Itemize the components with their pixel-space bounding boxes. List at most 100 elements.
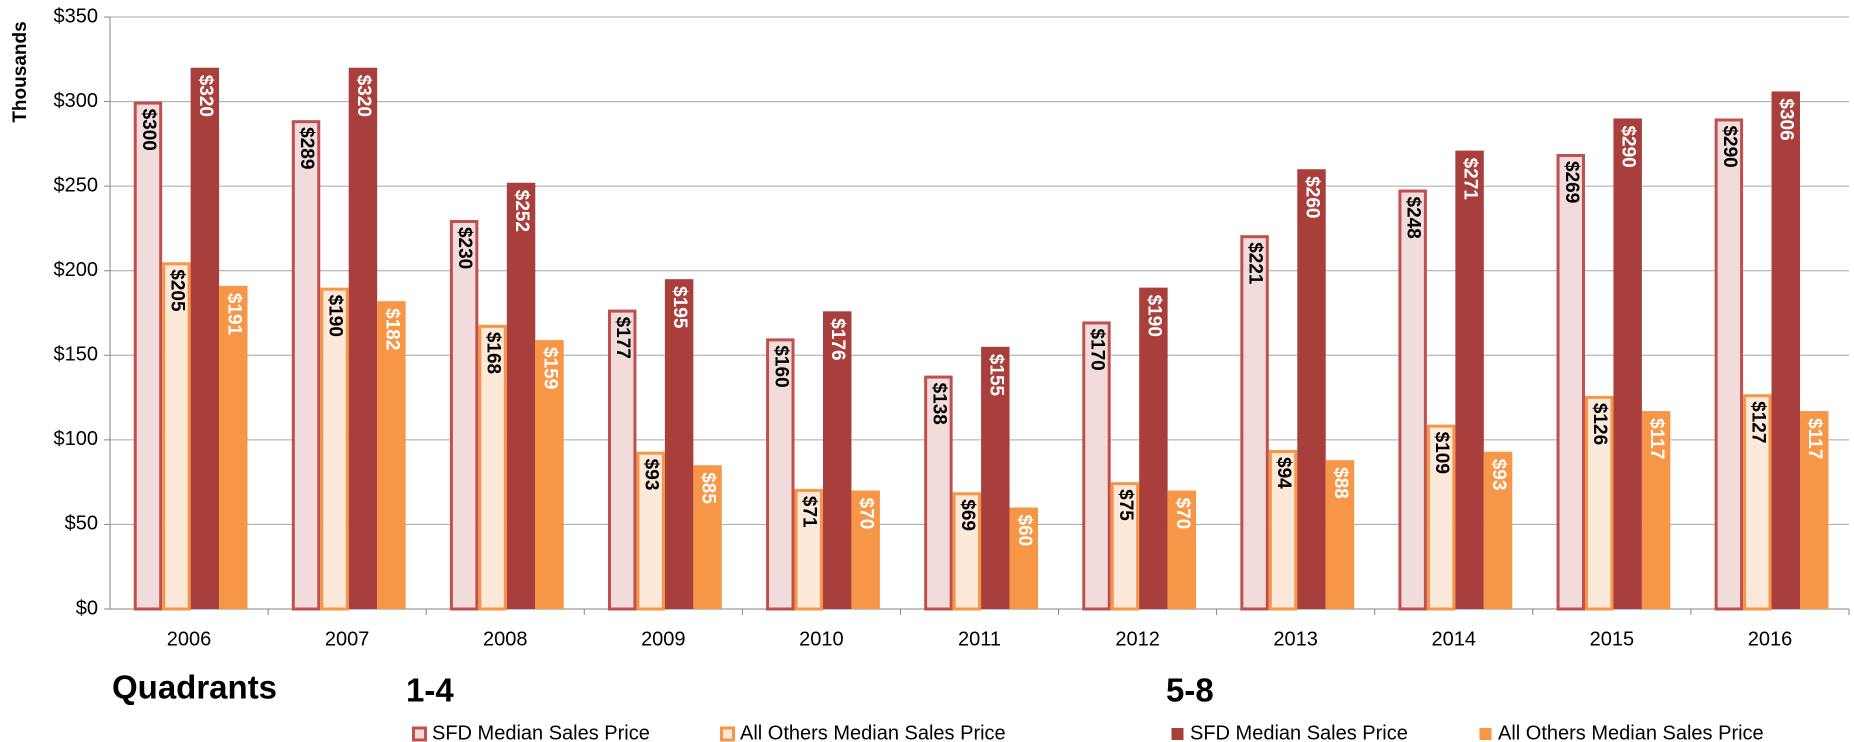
value-label: $320 <box>353 75 374 117</box>
value-label: $170 <box>1086 328 1107 370</box>
value-label: $190 <box>1143 295 1164 337</box>
value-label: $271 <box>1460 158 1481 201</box>
value-label: $93 <box>1488 459 1509 491</box>
y-tick-label: $250 <box>54 174 99 196</box>
value-label: $289 <box>296 127 317 169</box>
x-tick-label: 2007 <box>325 628 370 650</box>
value-label: $127 <box>1747 401 1768 443</box>
value-label: $252 <box>511 190 532 232</box>
value-label: $138 <box>928 383 949 425</box>
bar <box>1483 451 1513 609</box>
y-tick-label: $100 <box>54 428 99 450</box>
bar <box>1556 154 1585 611</box>
bar <box>1297 169 1326 609</box>
bar <box>1799 411 1829 609</box>
bar <box>190 67 220 609</box>
value-label: $221 <box>1245 242 1266 285</box>
value-label: $230 <box>454 227 475 269</box>
bar <box>320 287 349 611</box>
value-label: $269 <box>1561 161 1582 203</box>
bar <box>291 120 321 611</box>
bar <box>794 488 823 611</box>
legend-label: All Others Median Sales Price <box>1498 722 1764 742</box>
value-label: $191 <box>223 293 244 336</box>
bar <box>1167 490 1197 609</box>
y-tick-label: $350 <box>54 5 99 27</box>
value-label: $69 <box>957 499 978 531</box>
bar <box>219 285 248 609</box>
x-tick-label: 2006 <box>167 628 212 650</box>
x-tick-label: 2010 <box>799 628 844 650</box>
x-tick-label: 2013 <box>1273 628 1318 650</box>
value-label: $159 <box>539 347 560 389</box>
bar <box>1325 460 1355 609</box>
bar <box>1082 321 1111 611</box>
value-label: $94 <box>1273 457 1294 489</box>
bar <box>766 338 795 611</box>
bar <box>162 262 191 611</box>
bar <box>449 219 479 611</box>
value-label: $306 <box>1776 98 1797 140</box>
bar <box>535 340 564 609</box>
bar <box>1743 394 1772 611</box>
value-label: $117 <box>1646 418 1667 459</box>
legend-swatch <box>412 726 427 742</box>
legend-swatch <box>720 726 735 742</box>
x-tick-label: 2011 <box>958 628 1001 650</box>
bar <box>1398 189 1427 611</box>
value-label: $155 <box>985 354 1006 397</box>
value-label: $117 <box>1804 418 1825 459</box>
value-label: $168 <box>483 332 504 374</box>
bar <box>1139 287 1168 609</box>
y-axis-title: Thousands <box>10 21 31 122</box>
bar <box>1455 150 1484 609</box>
value-label: $160 <box>770 345 791 387</box>
value-label: $88 <box>1330 467 1351 499</box>
value-label: $190 <box>324 295 345 337</box>
legend-label: All Others Median Sales Price <box>740 722 1006 742</box>
bar <box>1584 395 1614 611</box>
x-tick-label: 2012 <box>1115 628 1160 650</box>
bar <box>1613 118 1642 609</box>
x-tick-label: 2009 <box>641 628 686 650</box>
x-tick-label: 2015 <box>1590 628 1635 650</box>
legend-group: 5-8 <box>1166 672 1214 709</box>
value-label: $70 <box>856 498 877 530</box>
y-tick-label: $50 <box>65 513 98 535</box>
legend-swatch <box>1479 728 1492 740</box>
legend-swatch <box>1171 728 1184 740</box>
y-tick-label: $300 <box>54 90 99 112</box>
bar <box>851 490 880 609</box>
bar <box>1110 482 1140 611</box>
value-label: $182 <box>381 308 402 350</box>
bar <box>607 309 637 611</box>
bar <box>1641 411 1671 609</box>
bar <box>1426 424 1456 611</box>
value-label: $177 <box>612 317 633 359</box>
value-label: $75 <box>1115 489 1136 521</box>
y-tick-label: $150 <box>54 344 99 366</box>
value-label: $93 <box>641 459 662 491</box>
bar <box>1714 118 1744 611</box>
bar <box>1771 91 1800 610</box>
value-label: $320 <box>195 75 216 117</box>
value-label: $71 <box>799 496 820 528</box>
y-tick-label: $200 <box>54 259 99 281</box>
value-label: $176 <box>827 318 848 360</box>
bar <box>377 301 406 609</box>
value-label: $70 <box>1172 498 1193 530</box>
bar <box>1009 507 1038 609</box>
value-label: $85 <box>698 472 719 504</box>
value-label: $126 <box>1589 403 1610 445</box>
value-label: $260 <box>1301 176 1322 218</box>
bar <box>664 279 694 609</box>
bar <box>822 311 852 609</box>
x-tick-label: 2008 <box>483 628 528 650</box>
bar <box>348 67 378 609</box>
value-label: $248 <box>1403 197 1424 239</box>
legend-title: Quadrants <box>112 669 277 706</box>
value-label: $290 <box>1719 125 1740 167</box>
bar <box>924 375 953 611</box>
value-label: $60 <box>1014 515 1035 547</box>
